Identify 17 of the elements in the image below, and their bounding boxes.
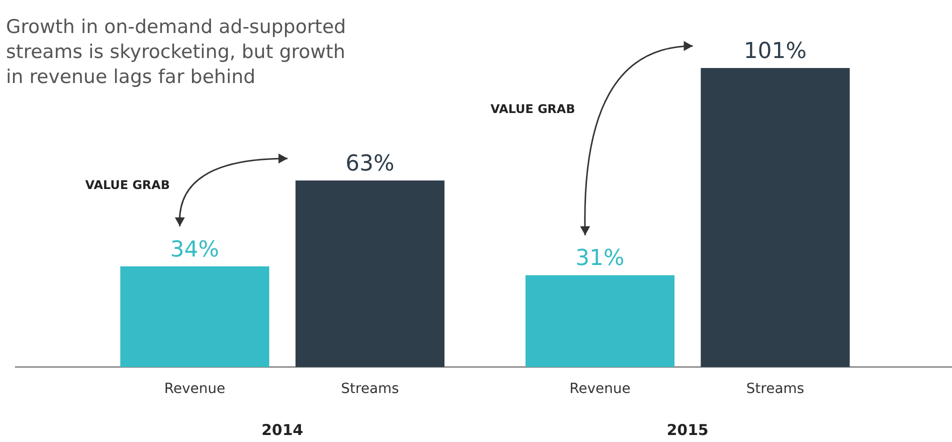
bar xyxy=(700,68,850,367)
annotation: VALUE GRAB xyxy=(85,178,170,192)
data-label: 34% xyxy=(170,237,220,262)
text: Revenue xyxy=(570,381,630,397)
chart-title: Growth in on-demand ad-supported streams is skyrocketing, but growth in revenue lags far behind xyxy=(6,16,346,88)
annotation: VALUE GRAB xyxy=(490,102,576,116)
data-label: 101% xyxy=(744,39,807,64)
data-label: 31% xyxy=(576,246,624,272)
bar xyxy=(296,180,444,367)
text: Streams xyxy=(746,381,804,397)
data-label: 63% xyxy=(346,151,394,176)
series-label: Revenue xyxy=(164,381,226,397)
bar xyxy=(120,266,270,367)
x-tick-label: 2015 xyxy=(666,421,709,439)
x-tick-label: 2014 xyxy=(261,421,304,439)
bar xyxy=(526,275,674,367)
series-label: Streams xyxy=(341,381,399,397)
